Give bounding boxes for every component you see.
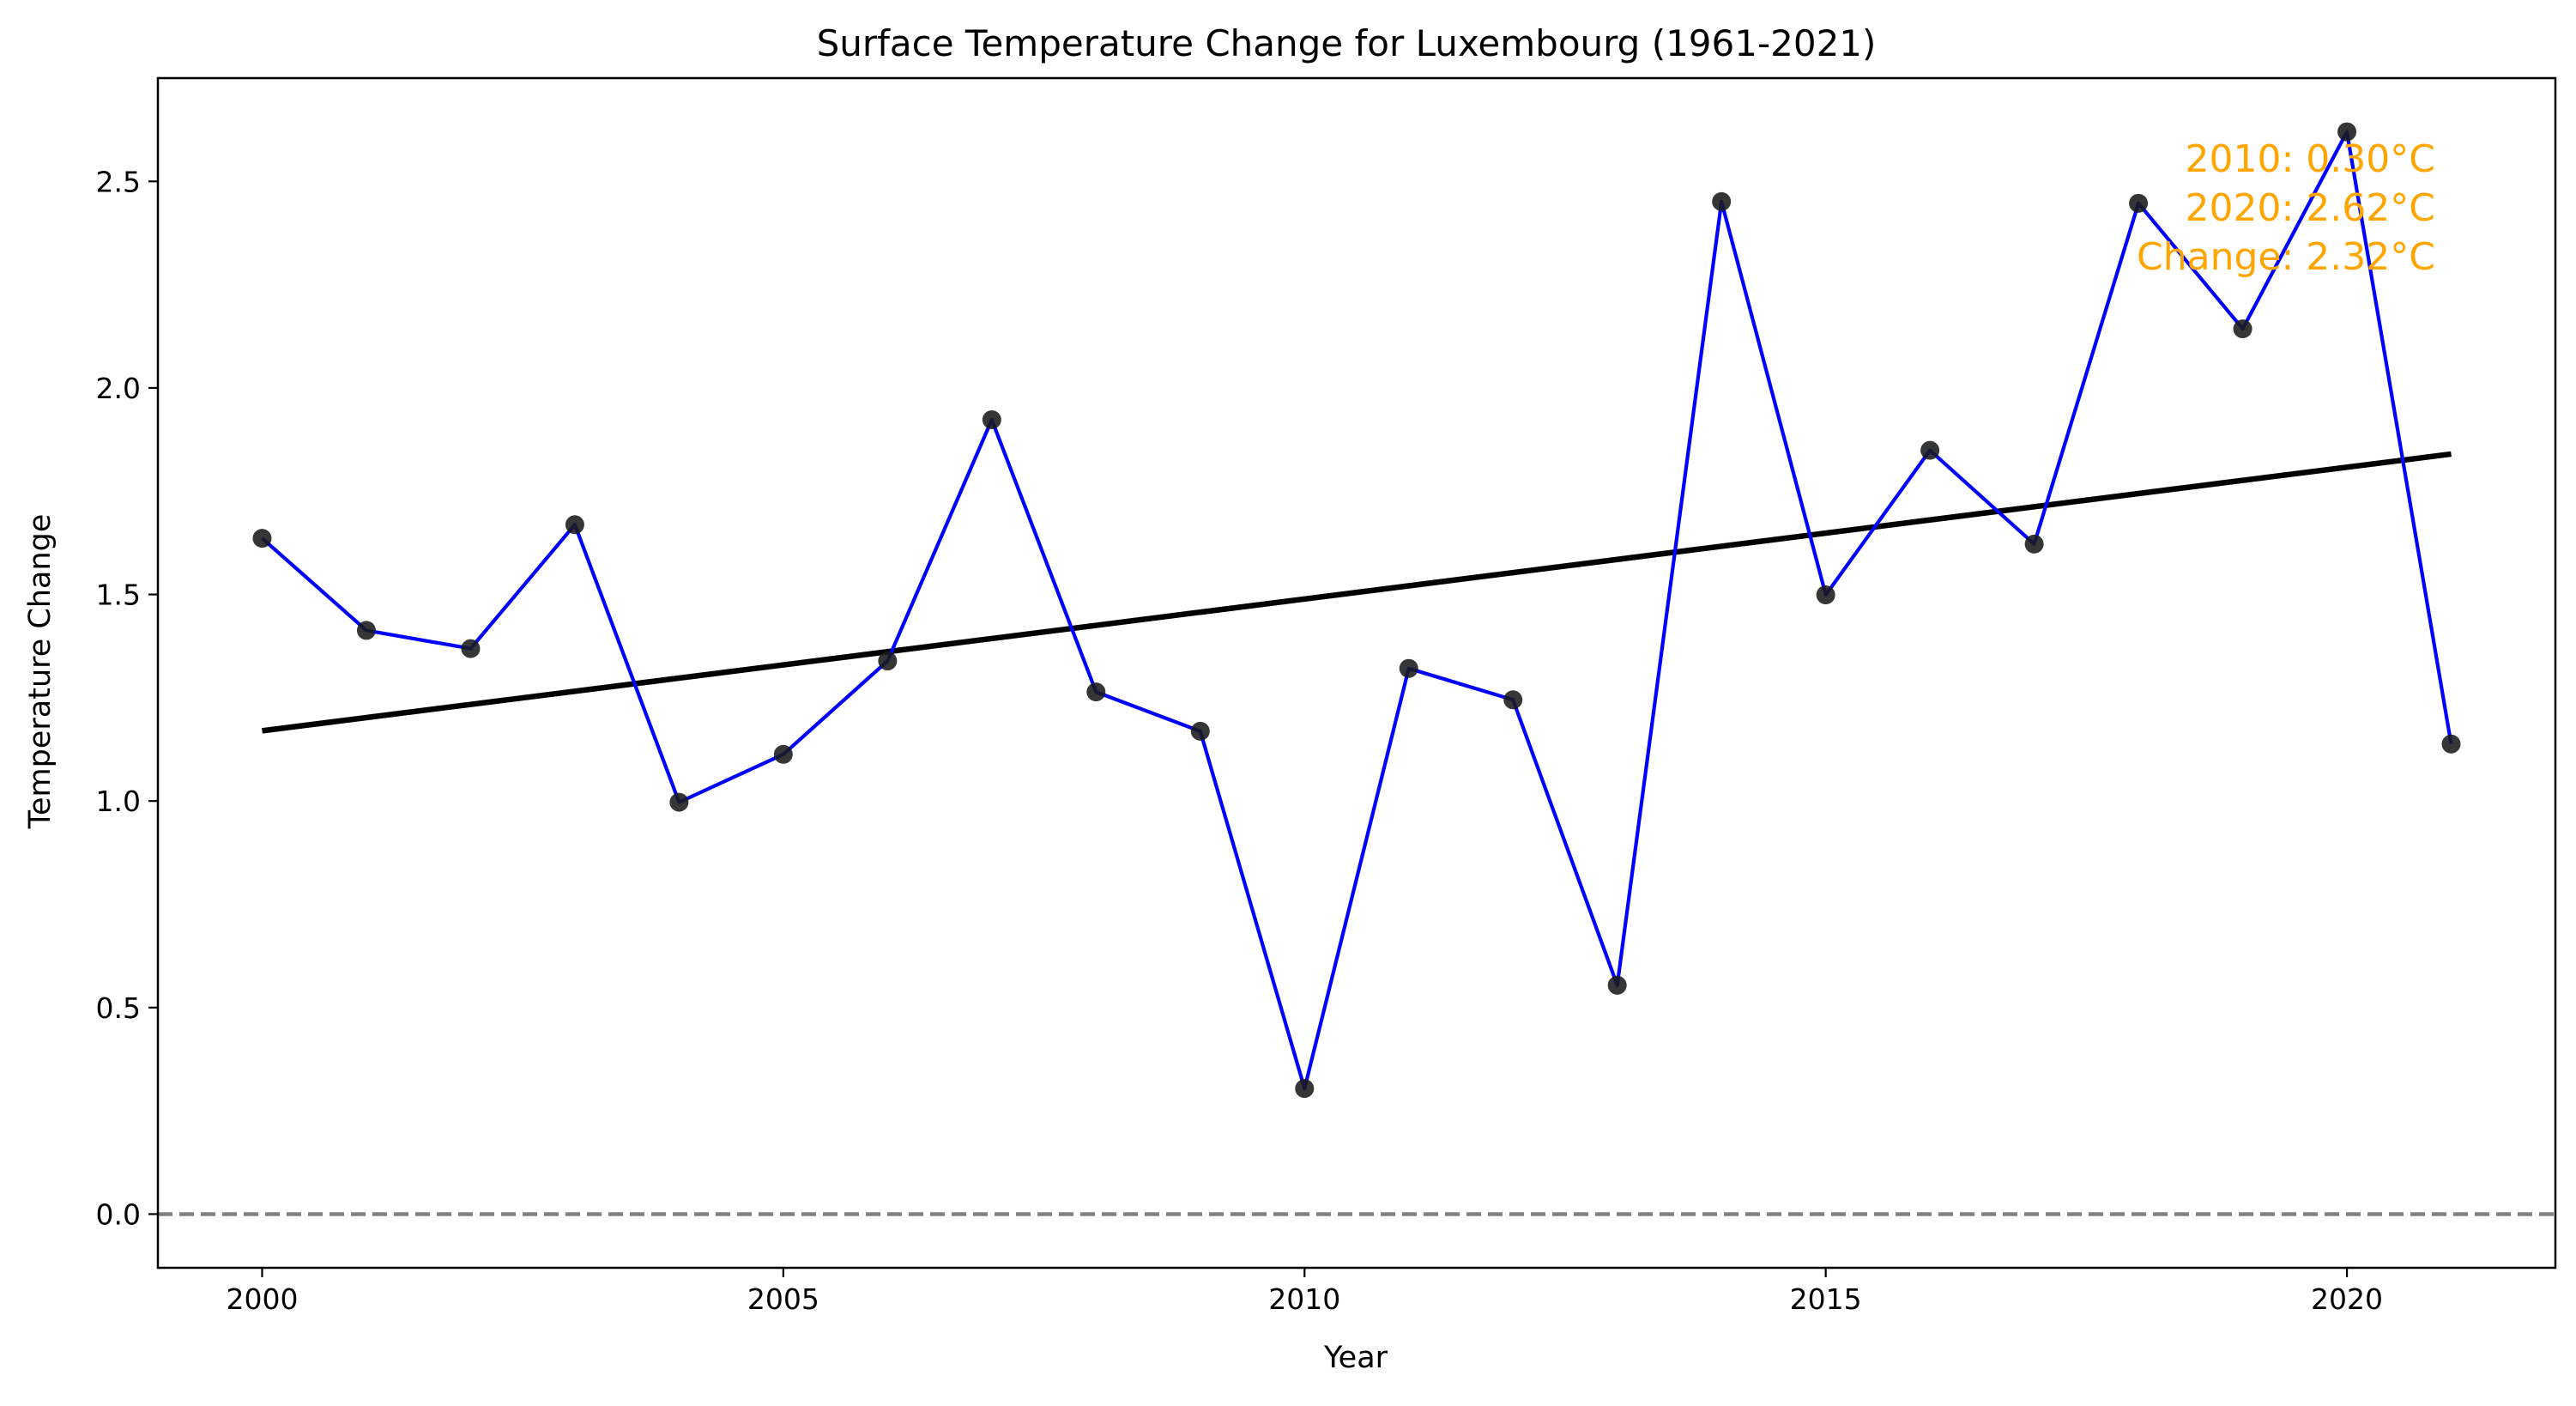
data-point-2009 xyxy=(1190,721,1210,741)
data-point-2003 xyxy=(565,515,584,535)
data-point-2001 xyxy=(356,621,376,640)
y-axis-label: Temperature Change xyxy=(23,514,57,830)
x-tick-label: 2015 xyxy=(1790,1282,1862,1316)
data-point-2012 xyxy=(1503,690,1523,710)
data-point-2000 xyxy=(252,529,272,548)
trend-line xyxy=(262,451,2452,734)
data-point-2019 xyxy=(2233,319,2252,339)
data-point-2010 xyxy=(1295,1079,1315,1099)
data-point-2021 xyxy=(2441,734,2461,754)
x-axis-label: Year xyxy=(1323,1341,1388,1375)
data-point-2014 xyxy=(1712,191,1732,211)
data-point-2015 xyxy=(1816,585,1835,605)
y-tick-label: 2.0 xyxy=(96,372,141,405)
data-point-2008 xyxy=(1086,682,1106,702)
data-point-2006 xyxy=(878,651,898,671)
plot-frame xyxy=(156,76,2557,1270)
x-tick-label: 2000 xyxy=(226,1282,298,1316)
y-tick-label: 1.0 xyxy=(96,785,141,818)
x-tick-label: 2010 xyxy=(1268,1282,1340,1316)
y-tick-label: 0.5 xyxy=(96,991,141,1025)
data-point-2020 xyxy=(2337,122,2357,142)
x-tick-label: 2005 xyxy=(747,1282,819,1316)
data-point-2002 xyxy=(461,639,481,658)
data-point-2007 xyxy=(982,409,1001,429)
chart-title: Surface Temperature Change for Luxembour… xyxy=(817,22,1877,64)
annotation-line-3: Change: 2.32°C xyxy=(2137,235,2435,279)
data-point-2017 xyxy=(2024,534,2044,554)
annotation-line-1: 2010: 0.30°C xyxy=(2186,137,2435,181)
data-point-2018 xyxy=(2129,193,2149,213)
y-tick-label: 1.5 xyxy=(96,579,141,612)
y-tick-label: 2.5 xyxy=(96,165,141,198)
data-point-2005 xyxy=(773,744,793,764)
plot-area: 2000 2005 2010 2015 2020 0.0 0.5 1.0 1.5 2.0 2.5 20… xyxy=(96,76,2557,1316)
data-point-2013 xyxy=(1607,975,1627,995)
series-line xyxy=(261,130,2453,1091)
x-tick-label: 2020 xyxy=(2311,1282,2383,1316)
y-tick-label: 0.0 xyxy=(96,1197,141,1231)
data-point-2016 xyxy=(1920,440,1940,460)
annotation-line-2: 2020: 2.62°C xyxy=(2186,186,2435,230)
data-point-2011 xyxy=(1399,658,1418,678)
data-point-2004 xyxy=(669,792,689,812)
